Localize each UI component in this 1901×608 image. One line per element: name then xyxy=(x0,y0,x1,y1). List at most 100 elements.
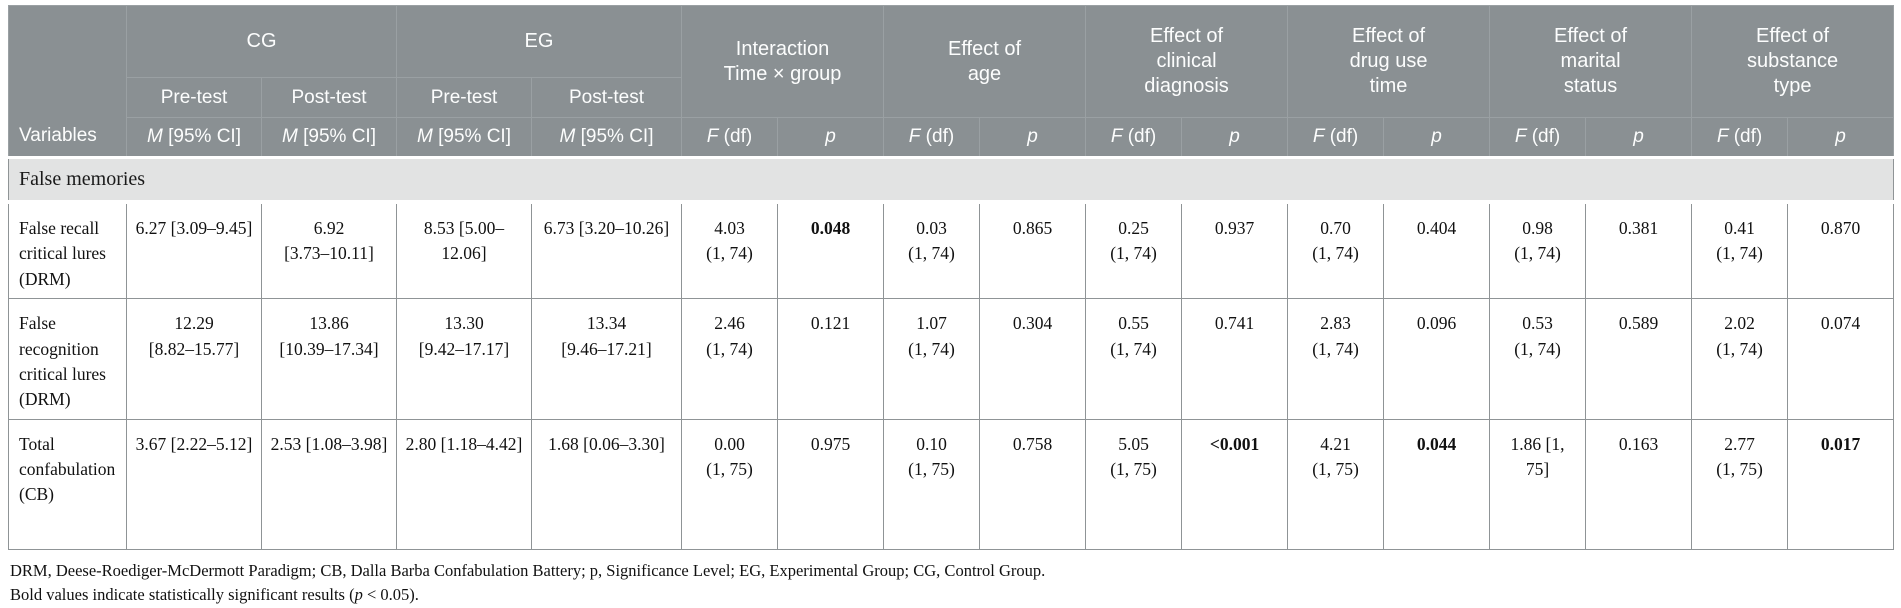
f-value: 0.10 (1, 75) xyxy=(883,418,980,550)
footnote-abbreviations: DRM, Deese-Roediger-McDermott Paradigm; … xyxy=(10,560,1046,580)
df-label: (df) xyxy=(1122,126,1157,147)
ci-label: [95% CI] xyxy=(432,126,511,147)
p-value: 0.865 xyxy=(978,201,1087,300)
cg-pretest-value: 12.29 [8.82–15.77] xyxy=(126,298,262,420)
f-symbol: F xyxy=(1716,126,1729,147)
f-symbol: F xyxy=(908,126,921,147)
f-value: 4.21 (1, 75) xyxy=(1287,418,1385,550)
column-header-cg: CG xyxy=(126,5,397,78)
cg-pretest-value: 3.67 [2.22–5.12] xyxy=(126,418,262,550)
p-value: 0.163 xyxy=(1585,418,1693,550)
variable-name: Total confabulation (CB) xyxy=(8,418,127,550)
f-value: 0.25 (1, 74) xyxy=(1085,201,1183,300)
p-value: 0.589 xyxy=(1585,298,1693,420)
f-symbol: F xyxy=(1110,126,1123,147)
p-value: 0.937 xyxy=(1181,201,1289,300)
eg-posttest-value: 6.73 [3.20–10.26] xyxy=(531,201,682,300)
ci-label: [95% CI] xyxy=(162,126,241,147)
m-symbol: M xyxy=(559,126,576,147)
column-header-effect-substance-type: Effect of substance type xyxy=(1691,5,1895,118)
column-header-cg-posttest: Post-test xyxy=(261,77,397,118)
f-value: 2.77 (1, 75) xyxy=(1691,418,1789,550)
column-header-f-df: F (df) xyxy=(883,117,980,158)
column-header-effect-age: Effect of age xyxy=(882,5,1087,118)
f-value: 0.55 (1, 74) xyxy=(1085,298,1183,420)
column-header-p: p xyxy=(1585,117,1693,158)
column-header-m-ci: M [95% CI] xyxy=(396,117,532,158)
p-value: 0.381 xyxy=(1585,201,1693,300)
m-symbol: M xyxy=(147,126,163,147)
f-symbol: F xyxy=(706,126,719,147)
p-symbol: p xyxy=(354,585,363,605)
f-value: 0.03 (1, 74) xyxy=(883,201,980,300)
column-header-m-ci: M [95% CI] xyxy=(531,117,682,158)
results-table: Variables CG EG Interaction Time × group… xyxy=(7,5,1895,550)
f-symbol: F xyxy=(1514,126,1527,147)
cg-posttest-value: 13.86 [10.39–17.34] xyxy=(261,298,397,420)
variable-name: False recall critical lures (DRM) xyxy=(8,201,127,300)
column-header-f-df: F (df) xyxy=(1287,117,1385,158)
df-label: (df) xyxy=(1526,126,1561,147)
p-value: <0.001 xyxy=(1181,418,1289,550)
f-value: 0.53 (1, 74) xyxy=(1489,298,1587,420)
eg-posttest-value: 1.68 [0.06–3.30] xyxy=(531,418,682,550)
f-value: 2.46 (1, 74) xyxy=(681,298,778,420)
p-value: 0.741 xyxy=(1181,298,1289,420)
eg-pretest-value: 8.53 [5.00–12.06] xyxy=(396,201,532,300)
df-label: (df) xyxy=(718,126,753,147)
p-value: 0.304 xyxy=(978,298,1087,420)
column-header-p: p xyxy=(1383,117,1491,158)
column-header-m-ci: M [95% CI] xyxy=(261,117,397,158)
p-value: 0.975 xyxy=(777,418,884,550)
f-symbol: F xyxy=(1312,126,1325,147)
column-header-f-df: F (df) xyxy=(1691,117,1789,158)
cg-pretest-value: 6.27 [3.09–9.45] xyxy=(126,201,262,300)
p-value: 0.121 xyxy=(777,298,884,420)
column-header-p: p xyxy=(978,117,1087,158)
f-value: 1.07 (1, 74) xyxy=(883,298,980,420)
df-label: (df) xyxy=(920,126,955,147)
f-value: 1.86 [1, 75] xyxy=(1489,418,1587,550)
paper-table-figure: Variables CG EG Interaction Time × group… xyxy=(7,5,1895,605)
column-header-eg-pretest: Pre-test xyxy=(396,77,532,118)
column-header-f-df: F (df) xyxy=(1489,117,1587,158)
table-row-total-confabulation: Total confabulation (CB) 3.67 [2.22–5.12… xyxy=(8,418,1895,550)
column-header-interaction: Interaction Time × group xyxy=(681,5,884,118)
p-value: 0.074 xyxy=(1787,298,1895,420)
p-value: 0.870 xyxy=(1787,201,1895,300)
cg-posttest-value: 2.53 [1.08–3.98] xyxy=(261,418,397,550)
section-row-false-memories: False memories xyxy=(7,156,1895,204)
p-value: 0.044 xyxy=(1383,418,1491,550)
table-footnotes: DRM, Deese-Roediger-McDermott Paradigm; … xyxy=(8,550,1893,608)
f-value: 0.70 (1, 74) xyxy=(1287,201,1385,300)
table-row-false-recall: False recall critical lures (DRM) 6.27 [… xyxy=(8,201,1895,300)
m-symbol: M xyxy=(282,126,298,147)
column-header-effect-drug-use-time: Effect of drug use time xyxy=(1287,5,1491,118)
f-value: 2.83 (1, 74) xyxy=(1287,298,1385,420)
section-label: False memories xyxy=(7,156,1895,204)
column-header-effect-clinical-diagnosis: Effect of clinical diagnosis xyxy=(1085,5,1289,118)
column-header-cg-pretest: Pre-test xyxy=(126,77,262,118)
table-row-false-recognition: False recognition critical lures (DRM) 1… xyxy=(8,298,1895,420)
eg-pretest-value: 2.80 [1.18–4.42] xyxy=(396,418,532,550)
column-header-variables: Variables xyxy=(8,5,127,158)
column-header-effect-marital-status: Effect of marital status xyxy=(1489,5,1693,118)
column-header-eg-posttest: Post-test xyxy=(531,77,682,118)
f-value: 0.41 (1, 74) xyxy=(1691,201,1789,300)
variable-name: False recognition critical lures (DRM) xyxy=(8,298,127,420)
column-header-f-df: F (df) xyxy=(1085,117,1183,158)
footnote-text: Bold values indicate statistically signi… xyxy=(10,585,355,605)
column-header-p: p xyxy=(1787,117,1895,158)
p-value: 0.048 xyxy=(777,201,884,300)
ci-label: [95% CI] xyxy=(575,126,654,147)
footnote-bold-note: Bold values indicate statistically signi… xyxy=(10,583,1893,608)
column-header-f-df: F (df) xyxy=(681,117,778,158)
eg-posttest-value: 13.34 [9.46–17.21] xyxy=(531,298,682,420)
df-label: (df) xyxy=(1728,126,1763,147)
f-value: 0.98 (1, 74) xyxy=(1489,201,1587,300)
column-header-m-ci: M [95% CI] xyxy=(126,117,262,158)
column-header-p: p xyxy=(777,117,884,158)
df-label: (df) xyxy=(1324,126,1359,147)
cg-posttest-value: 6.92 [3.73–10.11] xyxy=(261,201,397,300)
f-value: 5.05 (1, 75) xyxy=(1085,418,1183,550)
